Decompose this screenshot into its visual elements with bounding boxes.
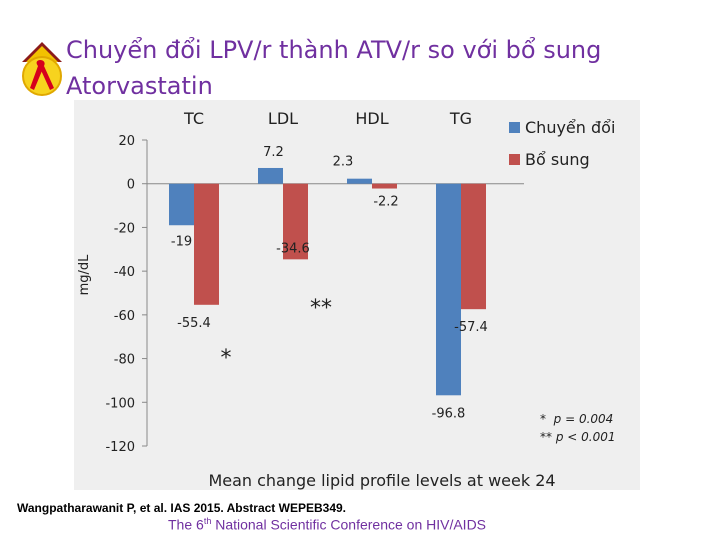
y-tick-label: 0 xyxy=(127,178,135,193)
ribbon-logo xyxy=(18,36,66,98)
category-label: HDL xyxy=(355,109,388,128)
citation: Wangpatharawanit P, et al. IAS 2015. Abs… xyxy=(17,501,346,515)
bar-switch xyxy=(436,183,461,396)
data-label: -2.2 xyxy=(373,195,398,210)
y-tick-label: -120 xyxy=(105,440,135,455)
y-axis-label: mg/dL xyxy=(77,254,92,296)
bar-add-on xyxy=(461,183,486,310)
x-axis-label: Mean change lipid profile levels at week… xyxy=(208,471,555,490)
category-label: TG xyxy=(449,109,472,128)
legend-label: Bổ sung xyxy=(525,150,590,169)
significance-marker: * xyxy=(221,346,232,371)
legend-label: Chuyển đổi xyxy=(525,118,615,137)
data-label: -96.8 xyxy=(432,406,466,421)
y-tick-label: -60 xyxy=(114,309,135,324)
category-label: TC xyxy=(183,109,204,128)
bar-add-on xyxy=(372,183,397,189)
bar-switch xyxy=(258,167,283,184)
y-tick-label: -40 xyxy=(114,265,135,280)
data-label: 7.2 xyxy=(263,145,284,160)
conference-name: The 6th National Scientific Conference o… xyxy=(168,516,487,533)
category-label: LDL xyxy=(268,109,298,128)
y-tick-label: -80 xyxy=(114,353,135,368)
footnote-1: * p = 0.004 xyxy=(540,412,614,426)
bar-switch xyxy=(347,178,372,184)
y-tick-label: 20 xyxy=(118,134,135,149)
data-label: -34.6 xyxy=(276,241,310,256)
legend-swatch xyxy=(509,122,520,133)
page-title: Chuyển đổi LPV/r thành ATV/r so với bổ s… xyxy=(66,36,602,100)
data-label: -55.4 xyxy=(177,316,211,331)
y-tick-label: -20 xyxy=(114,221,135,236)
data-label: 2.3 xyxy=(333,155,354,170)
data-label: -19 xyxy=(171,235,192,250)
bar-switch xyxy=(169,183,194,226)
chart-panel: 20 0 -20 -40 -60 -80 -100 -120 mg/dL TC -19 -55.4 LD… xyxy=(74,100,640,490)
footnotes: * p = 0.004 ** p < 0.001 xyxy=(540,410,615,446)
bar-add-on xyxy=(194,183,219,305)
legend-swatch xyxy=(509,154,520,165)
data-label: -57.4 xyxy=(454,320,488,335)
lipid-change-chart: 20 0 -20 -40 -60 -80 -100 -120 mg/dL TC -19 -55.4 LD… xyxy=(77,109,615,490)
footnote-2: ** p < 0.001 xyxy=(540,430,616,444)
y-tick-label: -100 xyxy=(105,396,135,411)
significance-marker: ** xyxy=(310,296,332,321)
bar-add-on xyxy=(283,183,308,260)
